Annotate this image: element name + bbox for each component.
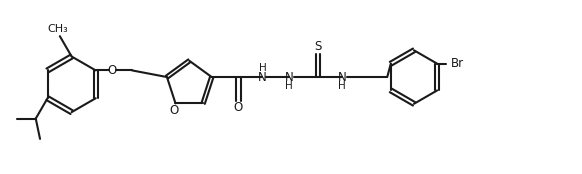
Text: O: O [169,104,179,117]
Text: N: N [338,70,347,84]
Text: O: O [234,101,243,114]
Text: S: S [314,40,322,53]
Text: H: H [285,81,293,91]
Text: N: N [285,70,294,84]
Text: Br: Br [450,57,464,70]
Text: CH₃: CH₃ [48,24,69,34]
Text: H: H [338,81,346,91]
Text: N: N [258,70,267,84]
Text: H: H [258,64,267,73]
Text: O: O [107,64,116,77]
